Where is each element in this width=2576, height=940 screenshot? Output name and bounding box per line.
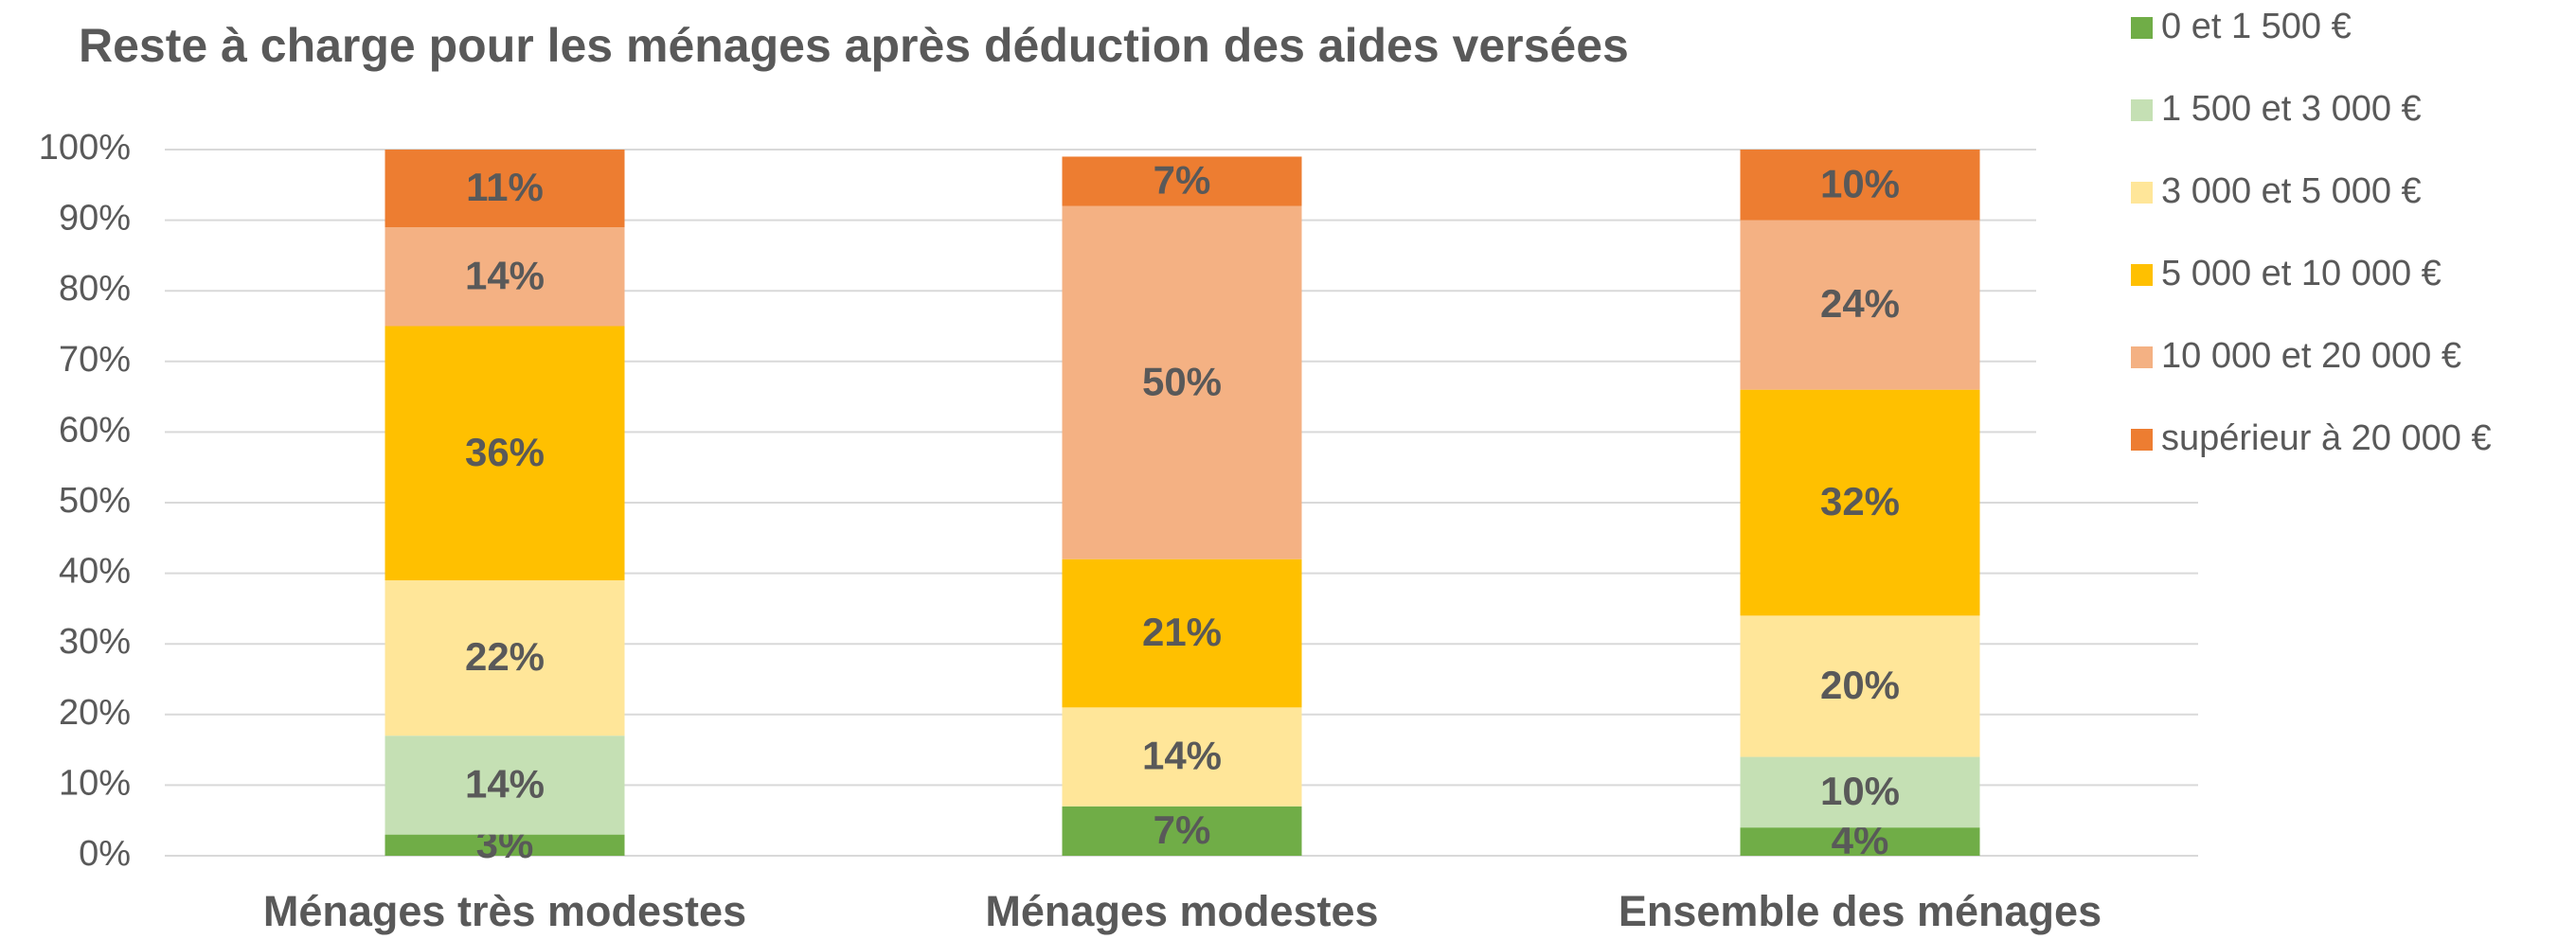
y-tick-label: 40% [59, 552, 131, 592]
legend-swatch [2131, 346, 2153, 368]
y-tick-label: 0% [79, 834, 131, 874]
y-tick-label: 90% [59, 199, 131, 239]
y-tick-label: 10% [59, 763, 131, 803]
legend-swatch [2131, 17, 2153, 39]
data-label: 24% [1820, 281, 1900, 326]
bar-segment [1740, 615, 1980, 757]
legend-label: supérieur à 20 000 € [2161, 418, 2492, 458]
legend-label: 1 500 et 3 000 € [2161, 89, 2422, 129]
data-label: 14% [465, 761, 545, 806]
legend-background [2036, 0, 2576, 473]
bar-segment [1740, 150, 1980, 221]
legend-label: 5 000 et 10 000 € [2161, 254, 2442, 293]
bar-segment [1062, 156, 1302, 206]
x-tick-label: Ensemble des ménages [1619, 887, 2102, 935]
x-tick-label: Ménages modestes [985, 887, 1378, 935]
bar-segment [385, 150, 625, 228]
legend-label: 10 000 et 20 000 € [2161, 336, 2461, 376]
bar-segment [385, 580, 625, 736]
data-label: 20% [1820, 663, 1900, 707]
data-label: 36% [465, 430, 545, 474]
bar-segment [385, 834, 625, 856]
legend-swatch [2131, 264, 2153, 286]
data-label: 22% [465, 634, 545, 679]
bar-segment [1062, 205, 1302, 559]
data-label: 32% [1820, 479, 1900, 523]
y-tick-label: 70% [59, 340, 131, 380]
bar-segment [1062, 559, 1302, 708]
bar-segment [385, 736, 625, 835]
bar-segment [385, 326, 625, 581]
legend-swatch [2131, 429, 2153, 451]
data-label: 7% [1154, 158, 1211, 203]
bar-segment [1740, 389, 1980, 616]
data-label: 14% [465, 253, 545, 297]
chart-title: Reste à charge pour les ménages après dé… [79, 19, 1629, 72]
data-label: 14% [1142, 734, 1222, 778]
legend-swatch [2131, 99, 2153, 121]
bar-segment [1740, 756, 1980, 828]
y-tick-label: 30% [59, 622, 131, 662]
legend-swatch [2131, 182, 2153, 204]
y-tick-label: 60% [59, 410, 131, 450]
data-label: 10% [1820, 769, 1900, 813]
bar-segment [1740, 827, 1980, 856]
y-tick-label: 80% [59, 269, 131, 309]
y-tick-label: 20% [59, 693, 131, 733]
bar-segment [1062, 806, 1302, 856]
legend-label: 0 et 1 500 € [2161, 7, 2352, 46]
legend-label: 3 000 et 5 000 € [2161, 171, 2422, 211]
y-tick-label: 100% [39, 128, 131, 168]
data-label: 10% [1820, 161, 1900, 205]
bar-segment [385, 227, 625, 327]
data-label: 21% [1142, 610, 1222, 654]
y-tick-label: 50% [59, 481, 131, 521]
bar-segment [1740, 220, 1980, 390]
bar-segment [1062, 707, 1302, 807]
data-label: 11% [466, 165, 544, 209]
data-label: 7% [1154, 807, 1211, 852]
x-tick-label: Ménages très modestes [263, 887, 746, 935]
data-label: 50% [1142, 359, 1222, 403]
